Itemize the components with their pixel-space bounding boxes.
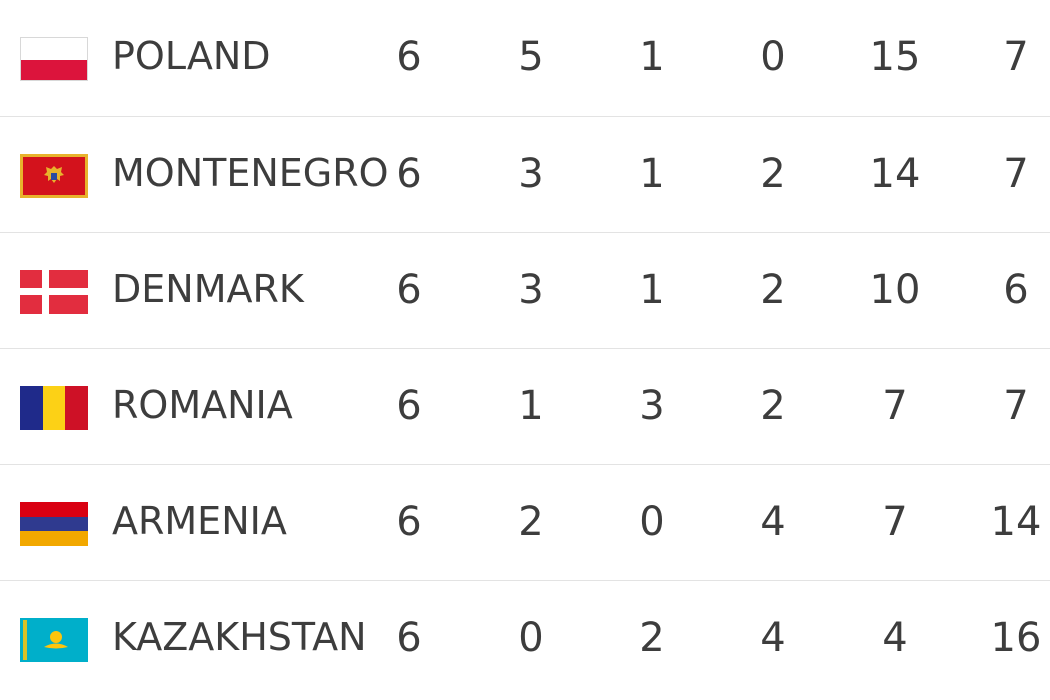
stat-value: 1 — [639, 267, 665, 313]
stat-value: 14 — [990, 499, 1042, 545]
stat-value: 6 — [396, 34, 422, 80]
stat-value: 6 — [396, 267, 422, 313]
stat-value: 3 — [518, 267, 544, 313]
stat-value: 7 — [882, 499, 908, 545]
stat-value: 2 — [760, 383, 786, 429]
table-row: POLAND 6 5 1 0 15 7 — [0, 0, 1050, 117]
stat-value: 2 — [639, 615, 665, 661]
stat-value: 10 — [869, 267, 921, 313]
stat-value: 2 — [518, 499, 544, 545]
country-name: ARMENIA — [112, 499, 287, 543]
stat-value: 4 — [760, 499, 786, 545]
stat-value: 6 — [396, 151, 422, 197]
romania-flag-icon — [20, 386, 88, 430]
table-row: ROMANIA 6 1 3 2 7 7 — [0, 349, 1050, 465]
stat-value: 1 — [639, 151, 665, 197]
kazakhstan-flag-icon — [20, 618, 88, 662]
country-name: POLAND — [112, 34, 271, 78]
stat-value: 1 — [518, 383, 544, 429]
denmark-flag-icon — [20, 270, 88, 314]
stat-value: 15 — [869, 34, 921, 80]
stat-value: 6 — [396, 499, 422, 545]
stat-value: 6 — [1003, 267, 1029, 313]
stat-value: 16 — [990, 615, 1042, 661]
stat-value: 6 — [396, 615, 422, 661]
stat-value: 7 — [1003, 34, 1029, 80]
table-row: KAZAKHSTAN 6 0 2 4 4 16 — [0, 581, 1050, 697]
country-name: DENMARK — [112, 267, 304, 311]
table-row: MONTENEGRO 6 3 1 2 14 7 — [0, 117, 1050, 233]
stat-value: 7 — [1003, 151, 1029, 197]
stat-value: 2 — [760, 267, 786, 313]
montenegro-flag-icon — [20, 154, 88, 198]
stat-value: 7 — [1003, 383, 1029, 429]
country-name: ROMANIA — [112, 383, 293, 427]
stat-value: 6 — [396, 383, 422, 429]
table-row: DENMARK 6 3 1 2 10 6 — [0, 233, 1050, 349]
stat-value: 3 — [518, 151, 544, 197]
stat-value: 4 — [882, 615, 908, 661]
stat-value: 0 — [639, 499, 665, 545]
stat-value: 2 — [760, 151, 786, 197]
stat-value: 0 — [518, 615, 544, 661]
stat-value: 3 — [639, 383, 665, 429]
stat-value: 14 — [869, 151, 921, 197]
stat-value: 5 — [518, 34, 544, 80]
stat-value: 0 — [760, 34, 786, 80]
stat-value: 4 — [760, 615, 786, 661]
armenia-flag-icon — [20, 502, 88, 546]
poland-flag-icon — [20, 37, 88, 81]
stat-value: 1 — [639, 34, 665, 80]
stat-value: 7 — [882, 383, 908, 429]
country-name: MONTENEGRO — [112, 151, 389, 195]
country-name: KAZAKHSTAN — [112, 615, 367, 659]
table-row: ARMENIA 6 2 0 4 7 14 — [0, 465, 1050, 581]
